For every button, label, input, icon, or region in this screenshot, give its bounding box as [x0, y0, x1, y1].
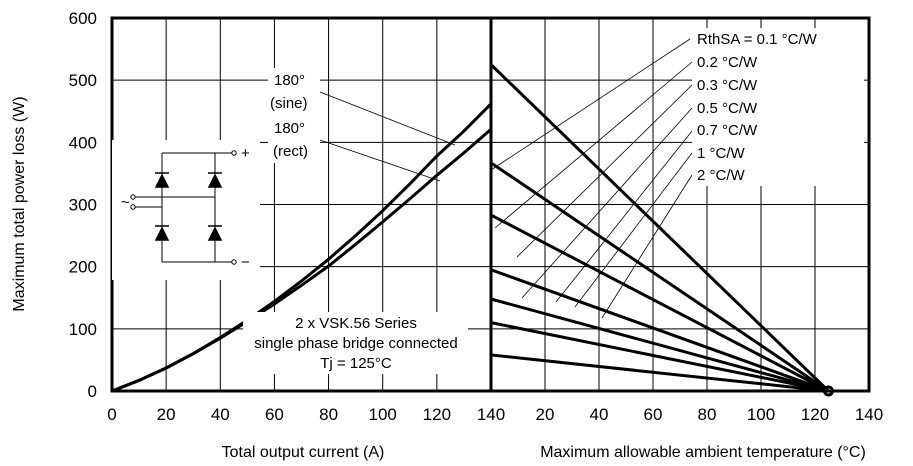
right-plot-frame [489, 16, 871, 393]
rth-line [490, 268, 830, 393]
right-x-tick-label: 80 [698, 405, 717, 424]
leader-line [555, 130, 693, 303]
rth-label: 0.2 °C/W [697, 54, 758, 71]
rth-line [490, 321, 829, 393]
rect-label-line1: 180° [274, 120, 305, 137]
rth-line [490, 161, 830, 393]
rth-label: 2 °C/W [697, 167, 746, 184]
leader-line [601, 174, 693, 319]
y-tick-label: 300 [69, 196, 97, 215]
thermal-resistance-lines [489, 63, 830, 393]
rth-label: 0.5 °C/W [697, 100, 758, 117]
convergence-point [823, 385, 834, 397]
leader-line [521, 107, 693, 299]
leader-line [494, 61, 693, 229]
annotation-background [268, 68, 320, 163]
series-note: 2 x VSK.56 Series single phase bridge co… [243, 312, 468, 374]
sine-label-line1: 180° [274, 72, 305, 89]
diode-icon [207, 173, 223, 188]
y-tick-label: 600 [69, 9, 97, 28]
sine-label-line2: (sine) [270, 95, 308, 112]
note-line-3: Tj = 125°C [320, 355, 392, 372]
right-x-tick-label: 20 [536, 405, 555, 424]
minus-terminal-label: − [241, 254, 250, 271]
tick-labels: 0 100 200 300 400 500 600 0 20 40 60 80 100 120 140 20 4… [69, 9, 884, 424]
right-x-axis-label: Maximum allowable ambient temperature (°… [540, 444, 866, 461]
diode-icon [154, 226, 170, 241]
ac-terminal-label: ~ [121, 194, 130, 211]
right-x-tick-label: 40 [590, 405, 609, 424]
y-axis-label: Maximum total power loss (W) [11, 96, 28, 311]
rth-label-background [692, 28, 864, 186]
left-x-tick-label: 100 [369, 405, 397, 424]
rth-label: RthSA = 0.1 °C/W [697, 31, 818, 48]
rth-line [490, 353, 829, 393]
leader-line [319, 91, 456, 146]
rth-label: 1 °C/W [697, 145, 746, 162]
note-line-1: 2 x VSK.56 Series [295, 315, 417, 332]
leader-line [319, 139, 441, 182]
right-x-tick-label: 140 [855, 405, 883, 424]
diode-icon [154, 173, 170, 188]
bridge-rectifier-schematic: + − ~ [112, 140, 260, 280]
curve-annotations: 180° (sine) 180° (rect) [268, 68, 320, 163]
left-x-tick-label: 40 [211, 405, 230, 424]
rth-line [490, 297, 829, 393]
left-x-tick-label: 140 [477, 405, 505, 424]
note-background [243, 312, 468, 374]
right-x-tick-label: 100 [747, 405, 775, 424]
rth-label: 0.3 °C/W [697, 77, 758, 94]
plus-terminal-label: + [241, 145, 250, 162]
schematic-background [112, 140, 260, 280]
right-x-tick-label: 60 [644, 405, 663, 424]
leader-line [516, 84, 693, 258]
y-tick-label: 0 [88, 382, 97, 401]
rect-curve [111, 128, 492, 393]
rect-label-line2: (rect) [273, 143, 308, 160]
rth-line [490, 213, 830, 393]
left-x-tick-label: 80 [319, 405, 338, 424]
y-tick-label: 400 [69, 133, 97, 152]
left-x-tick-label: 60 [265, 405, 284, 424]
leader-line [490, 38, 691, 171]
note-line-2: single phase bridge connected [254, 335, 457, 352]
y-tick-label: 100 [69, 320, 97, 339]
left-x-tick-label: 20 [157, 405, 176, 424]
left-x-tick-label: 0 [107, 405, 116, 424]
left-x-axis-label: Total output current (A) [222, 444, 385, 461]
power-loss-curves [111, 102, 493, 393]
right-x-tick-label: 120 [801, 405, 829, 424]
left-x-tick-label: 120 [423, 405, 451, 424]
leader-lines [319, 38, 693, 319]
diode-icon [207, 226, 223, 241]
y-tick-label: 500 [69, 71, 97, 90]
rth-labels: RthSA = 0.1 °C/W 0.2 °C/W 0.3 °C/W 0.5 °… [692, 28, 864, 186]
leader-line [574, 152, 693, 308]
y-tick-label: 200 [69, 258, 97, 277]
rth-line [489, 63, 830, 393]
rth-label: 0.7 °C/W [697, 122, 758, 139]
